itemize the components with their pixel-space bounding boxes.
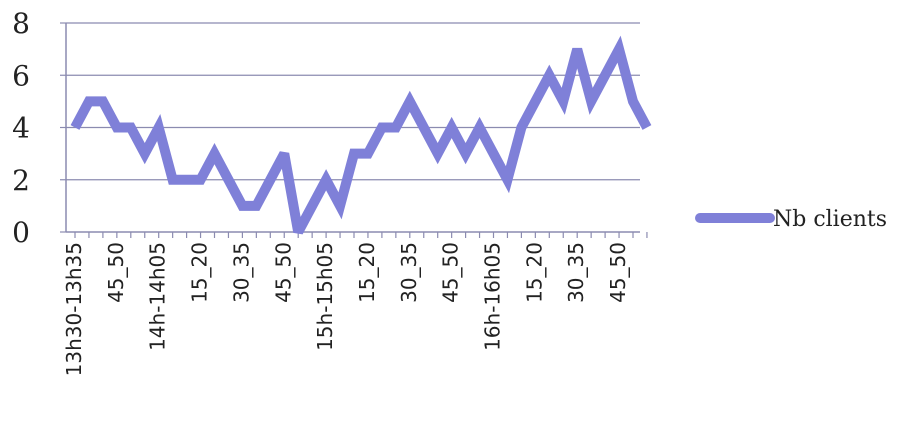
x-axis-ticks: 13h30-13h35 45_50 14h-14h05 15_20 30_35 45_50… xyxy=(62,232,648,376)
legend-label-nb-clients: Nb clients xyxy=(773,207,887,232)
x-tick-label: 15_20 xyxy=(522,242,546,303)
series-line-nb-clients xyxy=(70,35,652,235)
x-tick-label: 30_35 xyxy=(564,242,588,303)
x-tick-label: 45_50 xyxy=(271,242,295,303)
x-tick-label: 15_20 xyxy=(188,242,212,303)
x-tick-label: 45_50 xyxy=(606,242,630,303)
x-tick-label: 15h-15h05 xyxy=(313,242,337,351)
y-axis-ticks: 0 2 4 6 8 xyxy=(12,7,66,249)
x-tick-label: 13h30-13h35 xyxy=(62,242,86,376)
legend: Nb clients xyxy=(695,207,887,232)
x-tick-label: 45_50 xyxy=(439,242,463,303)
x-tick-label: 14h-14h05 xyxy=(146,242,170,351)
y-tick-label: 8 xyxy=(12,7,30,40)
x-tick-label: 30_35 xyxy=(229,242,253,303)
y-tick-label: 2 xyxy=(12,164,30,197)
series-layer xyxy=(70,35,652,235)
x-tick-label: 15_20 xyxy=(355,242,379,303)
x-tick-label: 30_35 xyxy=(397,242,421,303)
y-tick-label: 0 xyxy=(12,216,30,249)
y-tick-label: 6 xyxy=(12,59,30,92)
x-tick-label: 16h-16h05 xyxy=(481,242,505,351)
x-tick-label: 45_50 xyxy=(104,242,128,303)
y-tick-label: 4 xyxy=(12,112,30,145)
